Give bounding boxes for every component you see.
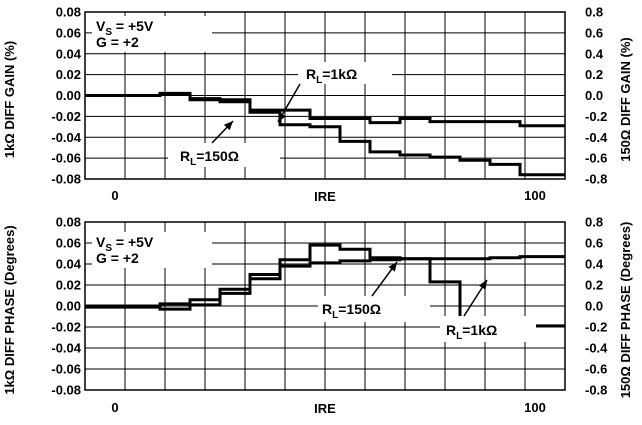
series-line-rl-150 — [85, 93, 565, 177]
y-axis-label-right: 150Ω DIFF PHASE (Degrees) — [618, 222, 633, 399]
series-label-box — [168, 143, 280, 167]
y-tick-label-right: 0.4 — [585, 46, 604, 61]
y-tick-label-right: 0.2 — [585, 67, 603, 82]
y-tick-label-left: 0.04 — [56, 257, 82, 272]
y-tick-label-left: -0.02 — [51, 320, 81, 335]
y-tick-label-left: -0.02 — [51, 109, 81, 124]
y-axis-label-left: 1kΩ DIFF PHASE (Degrees) — [2, 225, 17, 394]
y-tick-label-left: -0.04 — [51, 341, 81, 356]
y-tick-label-right: 0.6 — [585, 236, 603, 251]
series-label-box — [440, 316, 536, 342]
y-tick-label-right: -0.2 — [585, 109, 607, 124]
y-tick-label-right: 0.4 — [585, 257, 604, 272]
x-axis-label: IRE — [314, 189, 336, 204]
y-tick-label-right: 0.2 — [585, 278, 603, 293]
x-tick-label: 100 — [524, 188, 546, 203]
series-line-rl-1k — [85, 255, 565, 311]
x-tick-label: 0 — [111, 188, 118, 203]
y-tick-label-right: -0.6 — [585, 362, 607, 377]
annotation-gain: G = +2 — [96, 34, 139, 50]
y-tick-label-left: -0.08 — [51, 383, 81, 398]
y-tick-label-right: 0.8 — [585, 5, 603, 20]
series-label-box — [318, 296, 430, 322]
x-tick-label: 0 — [111, 400, 118, 415]
y-axis-label-left: 1kΩ DIFF GAIN (%) — [2, 41, 17, 158]
y-tick-label-left: -0.04 — [51, 130, 81, 145]
y-tick-label-left: 0.08 — [56, 5, 81, 20]
y-tick-label-left: -0.06 — [51, 151, 81, 166]
y-tick-label-left: 0.02 — [56, 278, 81, 293]
y-tick-label-right: -0.8 — [585, 383, 607, 398]
annotation-box — [92, 16, 212, 52]
callout-arrow-head — [478, 280, 487, 290]
y-axis-label-right: 150Ω DIFF GAIN (%) — [618, 37, 633, 162]
y-tick-label-right: 0.6 — [585, 25, 603, 40]
y-tick-label-right: -0.8 — [585, 172, 607, 187]
y-tick-label-left: -0.08 — [51, 172, 81, 187]
x-axis-label: IRE — [314, 401, 336, 416]
y-tick-label-right: -0.2 — [585, 320, 607, 335]
series-label-box — [298, 62, 392, 84]
y-tick-label-right: -0.6 — [585, 151, 607, 166]
y-tick-label-left: 0.04 — [56, 46, 82, 61]
y-tick-label-right: 0.0 — [585, 88, 603, 103]
series-line-rl-150 — [85, 243, 565, 328]
callout-arrow-head — [223, 121, 233, 131]
y-tick-label-left: 0.06 — [56, 236, 81, 251]
y-tick-label-right: -0.4 — [585, 130, 608, 145]
callout-arrow-head — [388, 262, 397, 272]
y-tick-label-left: 0.06 — [56, 25, 81, 40]
y-tick-label-right: 0.8 — [585, 215, 603, 230]
y-tick-label-left: 0.08 — [56, 215, 81, 230]
y-tick-label-left: -0.06 — [51, 362, 81, 377]
annotation-gain: G = +2 — [96, 250, 139, 266]
y-tick-label-right: -0.4 — [585, 341, 608, 356]
annotation-box — [92, 232, 212, 268]
chart-panel-1: 0.080.060.040.020.00-0.02-0.04-0.06-0.08… — [2, 5, 633, 205]
callout-arrow-head — [278, 112, 286, 122]
y-tick-label-left: 0.02 — [56, 67, 81, 82]
x-tick-label: 100 — [524, 400, 546, 415]
y-tick-label-right: 0.0 — [585, 299, 603, 314]
chart-panel-2: 0.080.060.040.020.00-0.02-0.04-0.06-0.08… — [2, 215, 633, 417]
y-tick-label-left: 0.00 — [56, 299, 81, 314]
y-tick-label-left: 0.00 — [56, 88, 81, 103]
